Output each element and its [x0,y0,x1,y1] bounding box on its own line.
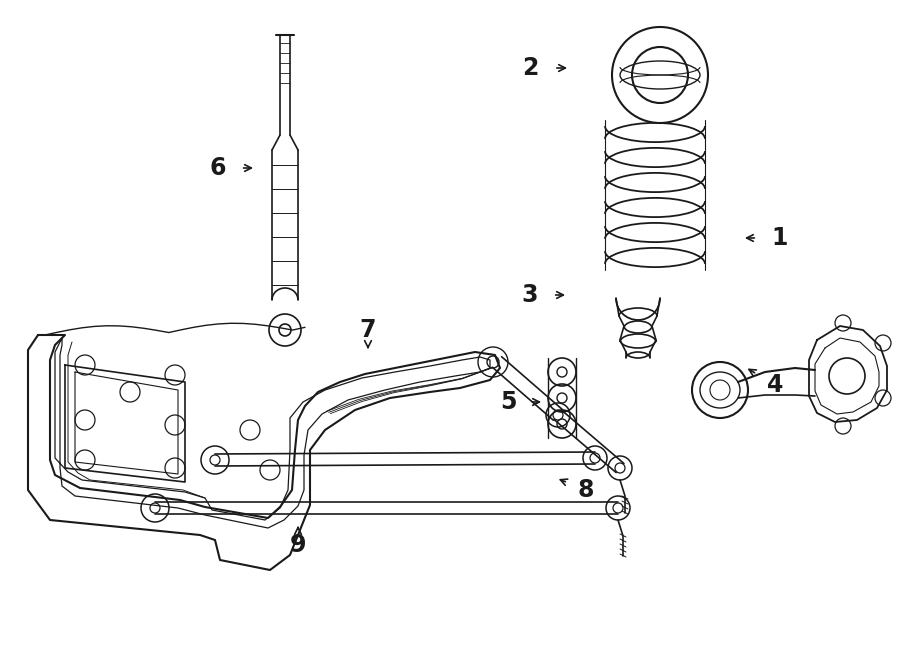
Text: 2: 2 [522,56,538,80]
Text: 6: 6 [210,156,226,180]
Text: 8: 8 [578,478,594,502]
Text: 4: 4 [767,373,783,397]
Text: 9: 9 [290,533,306,557]
Text: 7: 7 [360,318,376,342]
Text: 1: 1 [772,226,788,250]
Text: 3: 3 [522,283,538,307]
Text: 5: 5 [500,390,517,414]
